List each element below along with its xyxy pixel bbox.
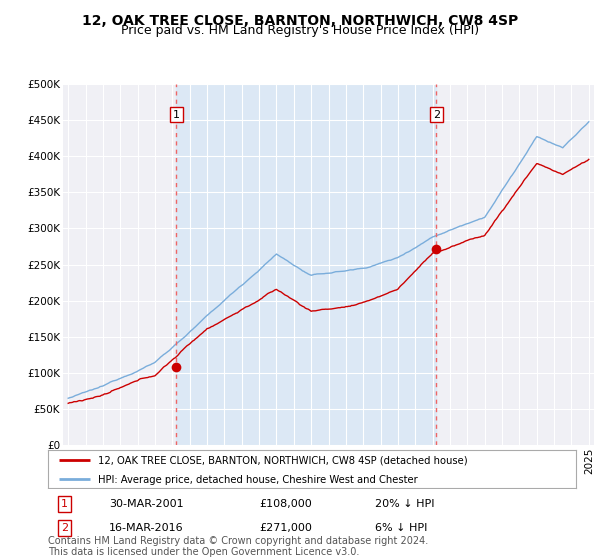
Bar	[176, 84, 436, 445]
Text: £271,000: £271,000	[259, 523, 312, 533]
Text: 12, OAK TREE CLOSE, BARNTON, NORTHWICH, CW8 4SP (detached house): 12, OAK TREE CLOSE, BARNTON, NORTHWICH, …	[98, 456, 468, 466]
Text: 2: 2	[61, 523, 68, 533]
Text: 20% ↓ HPI: 20% ↓ HPI	[376, 499, 435, 509]
Text: £108,000: £108,000	[259, 499, 312, 509]
Text: 1: 1	[61, 499, 68, 509]
Text: 16-MAR-2016: 16-MAR-2016	[109, 523, 184, 533]
Text: Price paid vs. HM Land Registry's House Price Index (HPI): Price paid vs. HM Land Registry's House …	[121, 24, 479, 36]
Text: HPI: Average price, detached house, Cheshire West and Chester: HPI: Average price, detached house, Ches…	[98, 475, 418, 485]
Text: 2: 2	[433, 110, 440, 120]
Text: 1: 1	[173, 110, 180, 120]
Text: Contains HM Land Registry data © Crown copyright and database right 2024.
This d: Contains HM Land Registry data © Crown c…	[48, 535, 428, 557]
Text: 6% ↓ HPI: 6% ↓ HPI	[376, 523, 428, 533]
Text: 30-MAR-2001: 30-MAR-2001	[109, 499, 184, 509]
Text: 12, OAK TREE CLOSE, BARNTON, NORTHWICH, CW8 4SP: 12, OAK TREE CLOSE, BARNTON, NORTHWICH, …	[82, 14, 518, 28]
